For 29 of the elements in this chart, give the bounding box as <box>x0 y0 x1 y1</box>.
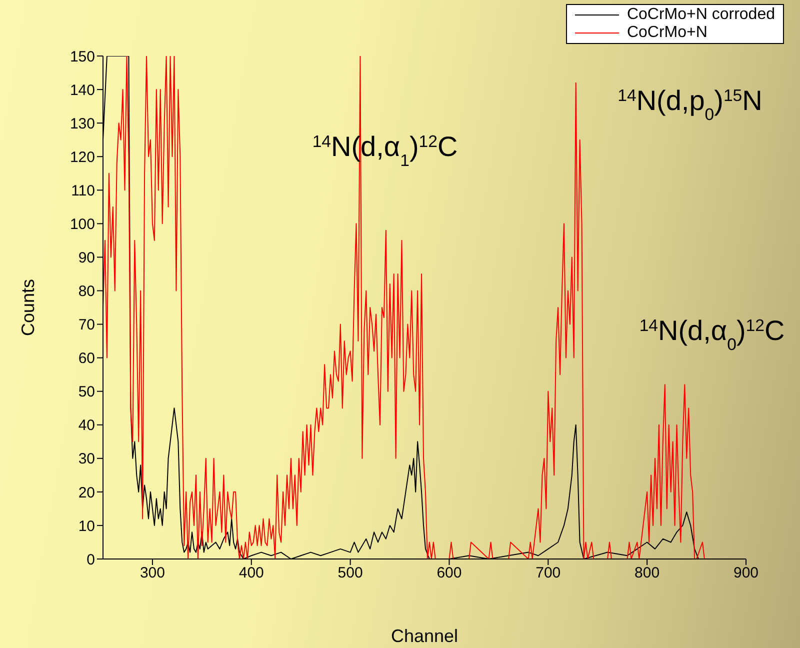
legend-label: CoCrMo+N <box>626 24 708 42</box>
x-tick-label: 900 <box>733 564 759 582</box>
y-tick-label: 70 <box>78 316 95 334</box>
y-tick-label: 30 <box>78 450 95 468</box>
legend-label: CoCrMo+N corroded <box>626 6 775 24</box>
x-axis-title: Channel <box>390 626 458 646</box>
y-tick-label: 120 <box>70 148 95 166</box>
y-tick-label: 80 <box>78 283 95 300</box>
y-tick-label: 20 <box>78 484 95 502</box>
y-tick-label: 40 <box>78 417 95 434</box>
y-tick-label: 10 <box>78 518 95 535</box>
y-tick-label: 60 <box>78 350 95 368</box>
x-tick-label: 500 <box>338 564 363 582</box>
y-tick-label: 150 <box>70 48 95 66</box>
y-tick-label: 100 <box>70 216 95 233</box>
y-tick-label: 140 <box>70 82 95 99</box>
x-tick-label: 400 <box>238 564 264 582</box>
x-tick-label: 700 <box>536 564 561 582</box>
y-tick-label: 90 <box>78 250 95 267</box>
annotation: $^{14}$N(d,α$_{0}$)$^{12}$C <box>639 315 785 354</box>
x-tick-label: 600 <box>436 564 462 582</box>
y-axis-title: Counts <box>18 278 38 336</box>
x-tick-label: 300 <box>140 564 165 582</box>
y-tick-label: 130 <box>70 115 95 132</box>
annotation: $^{14}$N(d,p$_{0}$)$^{15}$N <box>618 85 762 124</box>
y-tick-label: 110 <box>71 182 95 200</box>
y-tick-label: 0 <box>86 551 95 568</box>
x-tick-label: 800 <box>634 564 660 582</box>
y-tick-label: 50 <box>78 384 95 401</box>
